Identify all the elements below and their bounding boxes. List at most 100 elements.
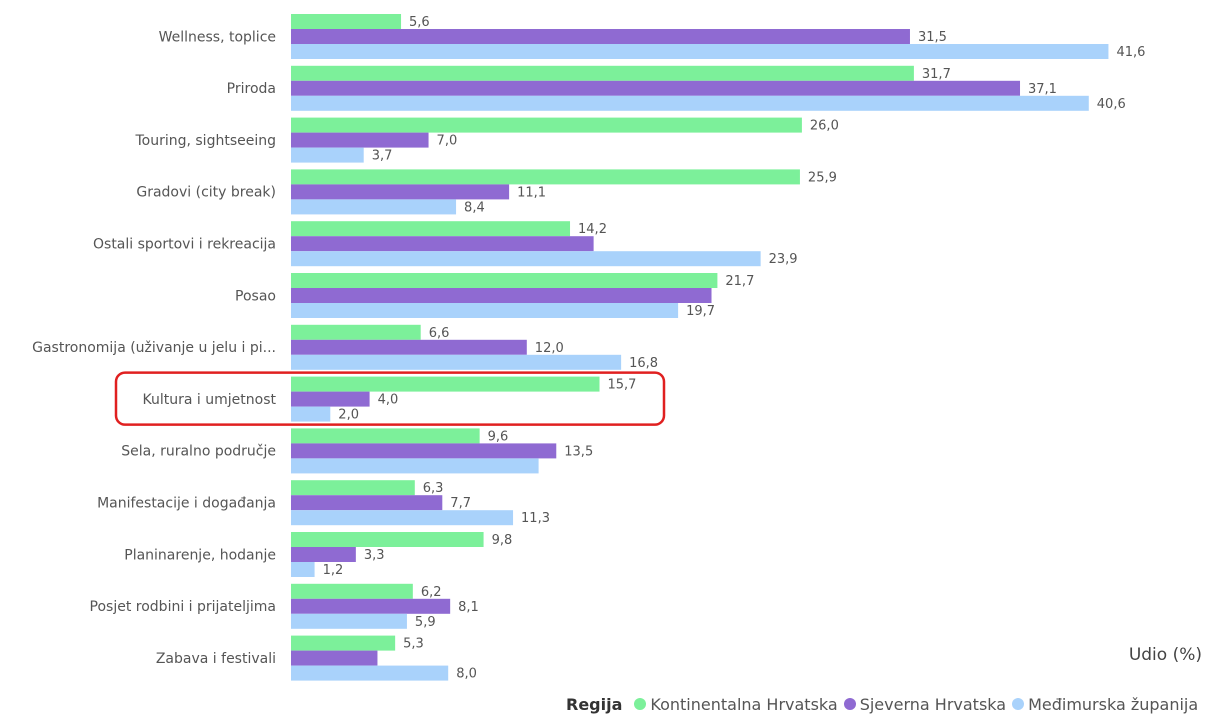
bar[interactable] xyxy=(291,288,712,303)
category-group: Manifestacije i događanja 6,3 7,7 11,3 xyxy=(97,480,550,526)
category-group: Wellness, toplice 5,6 31,5 41,6 xyxy=(159,14,1145,60)
bar[interactable] xyxy=(291,562,315,577)
legend: Regija Kontinentalna Hrvatska Sjeverna H… xyxy=(566,690,1204,718)
bar[interactable] xyxy=(291,147,364,163)
value-label: 6,3 xyxy=(423,481,444,496)
value-label: 8,1 xyxy=(458,600,479,615)
value-label: 19,7 xyxy=(686,304,715,319)
value-label: 23,9 xyxy=(769,252,798,267)
category-label: Zabava i festivali xyxy=(156,651,276,667)
value-label: 7,0 xyxy=(437,134,458,149)
bar[interactable] xyxy=(291,458,539,474)
bar[interactable] xyxy=(291,251,761,267)
bar[interactable] xyxy=(291,339,527,355)
bar[interactable] xyxy=(291,324,421,340)
legend-label: Sjeverna Hrvatska xyxy=(859,694,1007,714)
category-label: Planinarenje, hodanje xyxy=(124,547,276,563)
category-label: Gastronomija (uživanje u jelu i pi... xyxy=(32,340,276,356)
legend-dot-icon xyxy=(843,698,856,710)
value-label: 1,2 xyxy=(323,563,344,578)
legend-item-kontinentalna[interactable]: Kontinentalna Hrvatska xyxy=(634,695,838,714)
legend-item-sjeverna[interactable]: Sjeverna Hrvatska xyxy=(843,694,1007,714)
bar[interactable] xyxy=(291,80,1021,96)
bar[interactable] xyxy=(291,199,457,215)
value-label: 21,7 xyxy=(725,274,754,289)
value-label: 41,6 xyxy=(1116,45,1145,60)
x-axis-title: Udio (%) xyxy=(1129,645,1202,665)
value-label: 37,1 xyxy=(1028,82,1057,97)
value-label: 8,0 xyxy=(456,667,477,682)
bar[interactable] xyxy=(291,406,331,422)
category-label: Posao xyxy=(235,288,276,304)
bar[interactable] xyxy=(291,613,407,629)
bar[interactable] xyxy=(291,303,679,318)
category-label: Kultura i umjetnost xyxy=(143,392,277,408)
value-label: 6,6 xyxy=(429,326,450,341)
category-label: Ostali sportovi i rekreacija xyxy=(93,237,276,253)
category-group: Sela, ruralno područje 9,6 13,5 xyxy=(121,428,593,474)
category-group: Priroda 31,7 37,1 40,6 xyxy=(227,65,1126,112)
bar[interactable] xyxy=(291,184,510,200)
bar[interactable] xyxy=(291,650,378,666)
category-group: Touring, sightseeing 26,0 7,0 3,7 xyxy=(134,117,839,164)
value-label: 13,5 xyxy=(564,444,593,459)
value-label: 3,3 xyxy=(364,548,385,563)
bar[interactable] xyxy=(291,510,514,526)
category-group: Ostali sportovi i rekreacija 14,2 23,9 xyxy=(93,221,798,267)
value-label: 4,0 xyxy=(378,393,399,408)
value-label: 7,7 xyxy=(450,496,471,511)
value-label: 6,2 xyxy=(421,585,442,600)
bar[interactable] xyxy=(291,273,718,288)
bar[interactable] xyxy=(291,598,451,614)
value-label: 5,6 xyxy=(409,15,430,30)
bar[interactable] xyxy=(291,117,802,133)
category-group: Posjet rodbini i prijateljima 6,2 8,1 5,9 xyxy=(90,583,479,630)
value-label: 3,7 xyxy=(372,149,393,164)
value-label: 40,6 xyxy=(1097,97,1126,112)
value-label: 9,6 xyxy=(488,429,509,444)
category-group: Zabava i festivali 5,3 8,0 xyxy=(156,635,477,682)
category-group: Gastronomija (uživanje u jelu i pi... 6,6… xyxy=(32,324,658,371)
bar[interactable] xyxy=(291,221,571,237)
category-label: Touring, sightseeing xyxy=(134,133,276,149)
highlight-box xyxy=(114,371,666,426)
category-label: Posjet rodbini i prijateljima xyxy=(90,599,276,615)
bar[interactable] xyxy=(291,583,413,599)
value-label: 11,1 xyxy=(517,185,546,200)
bar[interactable] xyxy=(291,14,402,29)
bar[interactable] xyxy=(291,169,800,185)
value-label: 8,4 xyxy=(464,200,485,215)
category-group: Posao 21,7 19,7 xyxy=(235,273,754,319)
bar[interactable] xyxy=(291,132,429,148)
category-label: Wellness, toplice xyxy=(159,29,276,45)
category-group: Gradovi (city break) 25,9 11,1 8,4 xyxy=(136,169,837,215)
legend-item-medimurska[interactable]: Međimurska županija xyxy=(1012,695,1198,714)
bar[interactable] xyxy=(291,376,600,392)
bar[interactable] xyxy=(291,665,449,681)
legend-label: Međimurska županija xyxy=(1028,694,1199,714)
bar[interactable] xyxy=(291,95,1089,111)
bar[interactable] xyxy=(291,391,370,407)
bar[interactable] xyxy=(291,65,914,81)
legend-dot-icon xyxy=(1012,698,1025,710)
value-label: 31,5 xyxy=(918,30,947,45)
value-label: 2,0 xyxy=(338,408,359,423)
bar[interactable] xyxy=(291,428,480,444)
bar[interactable] xyxy=(291,532,484,547)
bar[interactable] xyxy=(291,354,622,370)
bar[interactable] xyxy=(291,480,415,496)
bar[interactable] xyxy=(291,495,443,511)
legend-title: Regija xyxy=(566,694,623,714)
value-label: 5,9 xyxy=(415,615,436,630)
bar[interactable] xyxy=(291,635,396,651)
value-label: 16,8 xyxy=(629,356,658,371)
bar[interactable] xyxy=(291,29,910,44)
bar[interactable] xyxy=(291,443,557,459)
category-group: Planinarenje, hodanje 9,8 3,3 1,2 xyxy=(124,532,512,578)
value-label: 11,3 xyxy=(521,511,550,526)
bar[interactable] xyxy=(291,44,1109,59)
value-label: 26,0 xyxy=(810,119,839,134)
bar[interactable] xyxy=(291,547,356,562)
bar[interactable] xyxy=(291,236,594,252)
